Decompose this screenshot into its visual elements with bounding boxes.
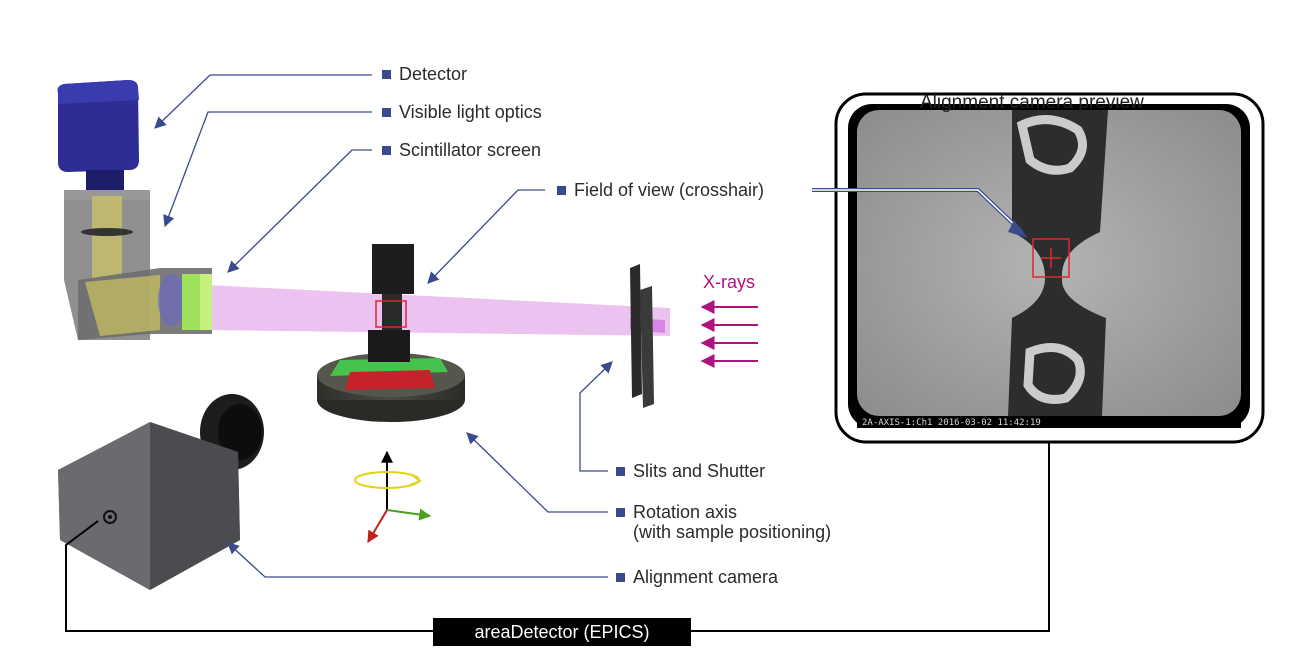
leader-lines [154,74,613,578]
label-visible-light-optics: Visible light optics [382,102,542,122]
area-detector-label: areaDetector (EPICS) [433,618,691,646]
crosshair-connector [812,188,1028,238]
label-alignment-camera: Alignment camera [616,567,778,587]
label-visible-light-optics-text: Visible light optics [399,102,542,122]
bullet-icon [382,108,391,117]
bullet-icon [616,467,625,476]
label-detector-text: Detector [399,64,468,84]
bullet-icon [382,146,391,155]
label-scintillator-screen-text: Scintillator screen [399,140,542,160]
label-detector: Detector [382,64,467,84]
xray-arrows [700,300,758,368]
label-slits-and-shutter-text: Slits and Shutter [633,461,766,481]
label-alignment-camera-text: Alignment camera [633,567,779,587]
slits-and-shutter-hardware [630,264,654,408]
axes-triad [354,450,432,544]
xray-beam [205,285,670,336]
label-rotation-axis: Rotation axis (with sample positioning) [616,502,831,542]
label-rotation-axis-subtext: (with sample positioning) [633,522,832,542]
bullet-icon [382,70,391,79]
rotation-stage [317,244,465,422]
bullet-icon [616,508,625,517]
bullet-icon [557,186,566,195]
bullet-icon [616,573,625,582]
xray-label: X-rays [703,272,756,292]
label-scintillator-screen: Scintillator screen [382,140,541,160]
preview-frame: 2A-AXIS-1:Ch1 2016-03-02 11:42:19 [834,92,1265,444]
label-slits-and-shutter: Slits and Shutter [616,461,765,481]
label-field-of-view-text: Field of view (crosshair) [574,180,765,200]
label-rotation-axis-text: Rotation axis [633,502,738,522]
detector-assembly [57,80,212,340]
label-field-of-view: Field of view (crosshair) [557,180,764,200]
area-detector-bus [65,442,1050,632]
camera-caption: 2A-AXIS-1:Ch1 2016-03-02 11:42:19 [862,418,1041,428]
preview-title: Alignment camera preview [920,92,1144,113]
alignment-camera-hardware [58,394,264,590]
